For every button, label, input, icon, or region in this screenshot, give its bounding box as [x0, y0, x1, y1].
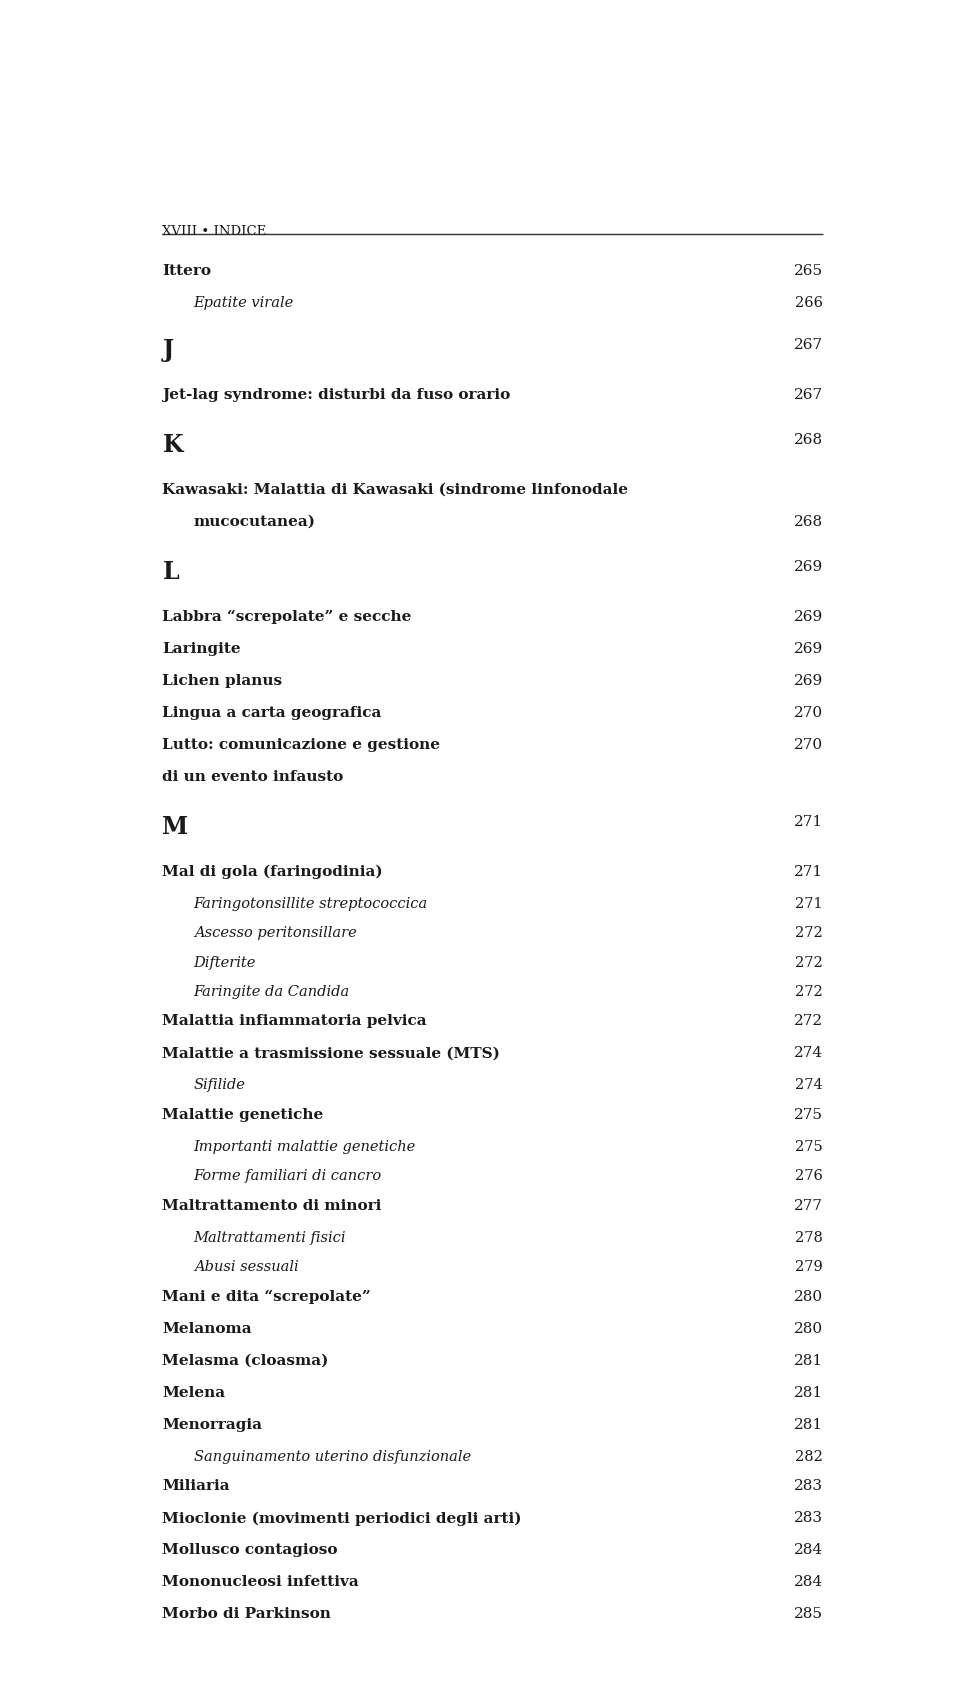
Text: Lutto: comunicazione e gestione: Lutto: comunicazione e gestione [162, 739, 441, 752]
Text: 267: 267 [794, 338, 823, 353]
Text: 268: 268 [794, 433, 823, 447]
Text: Melena: Melena [162, 1386, 226, 1399]
Text: 272: 272 [795, 956, 823, 970]
Text: 279: 279 [795, 1260, 823, 1274]
Text: Malattie a trasmissione sessuale (MTS): Malattie a trasmissione sessuale (MTS) [162, 1046, 500, 1061]
Text: XVIII • INDICE: XVIII • INDICE [162, 226, 267, 238]
Text: Mioclonie (movimenti periodici degli arti): Mioclonie (movimenti periodici degli art… [162, 1511, 522, 1525]
Text: 275: 275 [794, 1107, 823, 1122]
Text: Importanti malattie genetiche: Importanti malattie genetiche [194, 1139, 416, 1155]
Text: Miliaria: Miliaria [162, 1479, 230, 1493]
Text: Ascesso peritonsillare: Ascesso peritonsillare [194, 925, 356, 941]
Text: Sifilide: Sifilide [194, 1078, 246, 1092]
Text: 271: 271 [794, 815, 823, 829]
Text: 280: 280 [794, 1289, 823, 1304]
Text: Labbra “screpolate” e secche: Labbra “screpolate” e secche [162, 610, 412, 625]
Text: 275: 275 [795, 1139, 823, 1155]
Text: Menorragia: Menorragia [162, 1418, 262, 1431]
Text: 267: 267 [794, 389, 823, 402]
Text: Maltrattamento di minori: Maltrattamento di minori [162, 1199, 382, 1212]
Text: 278: 278 [795, 1231, 823, 1245]
Text: Forme familiari di cancro: Forme familiari di cancro [194, 1170, 382, 1184]
Text: Maltrattamenti fisici: Maltrattamenti fisici [194, 1231, 347, 1245]
Text: Mani e dita “screpolate”: Mani e dita “screpolate” [162, 1289, 372, 1304]
Text: J: J [162, 338, 174, 362]
Text: Malattia infiammatoria pelvica: Malattia infiammatoria pelvica [162, 1014, 427, 1029]
Text: 269: 269 [794, 642, 823, 655]
Text: 272: 272 [795, 925, 823, 941]
Text: 266: 266 [795, 295, 823, 311]
Text: Faringite da Candida: Faringite da Candida [194, 985, 349, 998]
Text: 265: 265 [794, 263, 823, 278]
Text: Laringite: Laringite [162, 642, 241, 655]
Text: Jet-lag syndrome: disturbi da fuso orario: Jet-lag syndrome: disturbi da fuso orari… [162, 389, 511, 402]
Text: 281: 281 [794, 1353, 823, 1367]
Text: Malattie genetiche: Malattie genetiche [162, 1107, 324, 1122]
Text: 270: 270 [794, 706, 823, 720]
Text: 284: 284 [794, 1576, 823, 1589]
Text: 281: 281 [794, 1386, 823, 1399]
Text: 285: 285 [794, 1608, 823, 1622]
Text: 268: 268 [794, 514, 823, 530]
Text: 276: 276 [795, 1170, 823, 1184]
Text: Lingua a carta geografica: Lingua a carta geografica [162, 706, 382, 720]
Text: Faringotonsillite streptococcica: Faringotonsillite streptococcica [194, 897, 428, 910]
Text: 269: 269 [794, 610, 823, 623]
Text: 269: 269 [794, 560, 823, 574]
Text: 269: 269 [794, 674, 823, 688]
Text: M: M [162, 815, 188, 839]
Text: di un evento infausto: di un evento infausto [162, 769, 344, 784]
Text: 281: 281 [794, 1418, 823, 1431]
Text: Melanoma: Melanoma [162, 1321, 252, 1336]
Text: 274: 274 [795, 1078, 823, 1092]
Text: 271: 271 [796, 897, 823, 910]
Text: Lichen planus: Lichen planus [162, 674, 282, 688]
Text: Mal di gola (faringodinia): Mal di gola (faringodinia) [162, 864, 383, 880]
Text: 284: 284 [794, 1543, 823, 1557]
Text: Abusi sessuali: Abusi sessuali [194, 1260, 299, 1274]
Text: 282: 282 [795, 1450, 823, 1464]
Text: Epatite virale: Epatite virale [194, 295, 294, 311]
Text: 272: 272 [794, 1014, 823, 1029]
Text: K: K [162, 433, 183, 457]
Text: 280: 280 [794, 1321, 823, 1336]
Text: 277: 277 [794, 1199, 823, 1212]
Text: 283: 283 [794, 1479, 823, 1493]
Text: 271: 271 [794, 864, 823, 878]
Text: Mollusco contagioso: Mollusco contagioso [162, 1543, 338, 1557]
Text: Difterite: Difterite [194, 956, 256, 970]
Text: L: L [162, 560, 179, 584]
Text: mucocutanea): mucocutanea) [194, 514, 316, 530]
Text: Sanguinamento uterino disfunzionale: Sanguinamento uterino disfunzionale [194, 1450, 470, 1464]
Text: 283: 283 [794, 1511, 823, 1525]
Text: 274: 274 [794, 1046, 823, 1061]
Text: 272: 272 [795, 985, 823, 998]
Text: 270: 270 [794, 739, 823, 752]
Text: Kawasaki: Malattia di Kawasaki (sindrome linfonodale: Kawasaki: Malattia di Kawasaki (sindrome… [162, 482, 629, 498]
Text: Morbo di Parkinson: Morbo di Parkinson [162, 1608, 331, 1622]
Text: Mononucleosi infettiva: Mononucleosi infettiva [162, 1576, 359, 1589]
Text: Melasma (cloasma): Melasma (cloasma) [162, 1353, 328, 1367]
Text: Ittero: Ittero [162, 263, 211, 278]
